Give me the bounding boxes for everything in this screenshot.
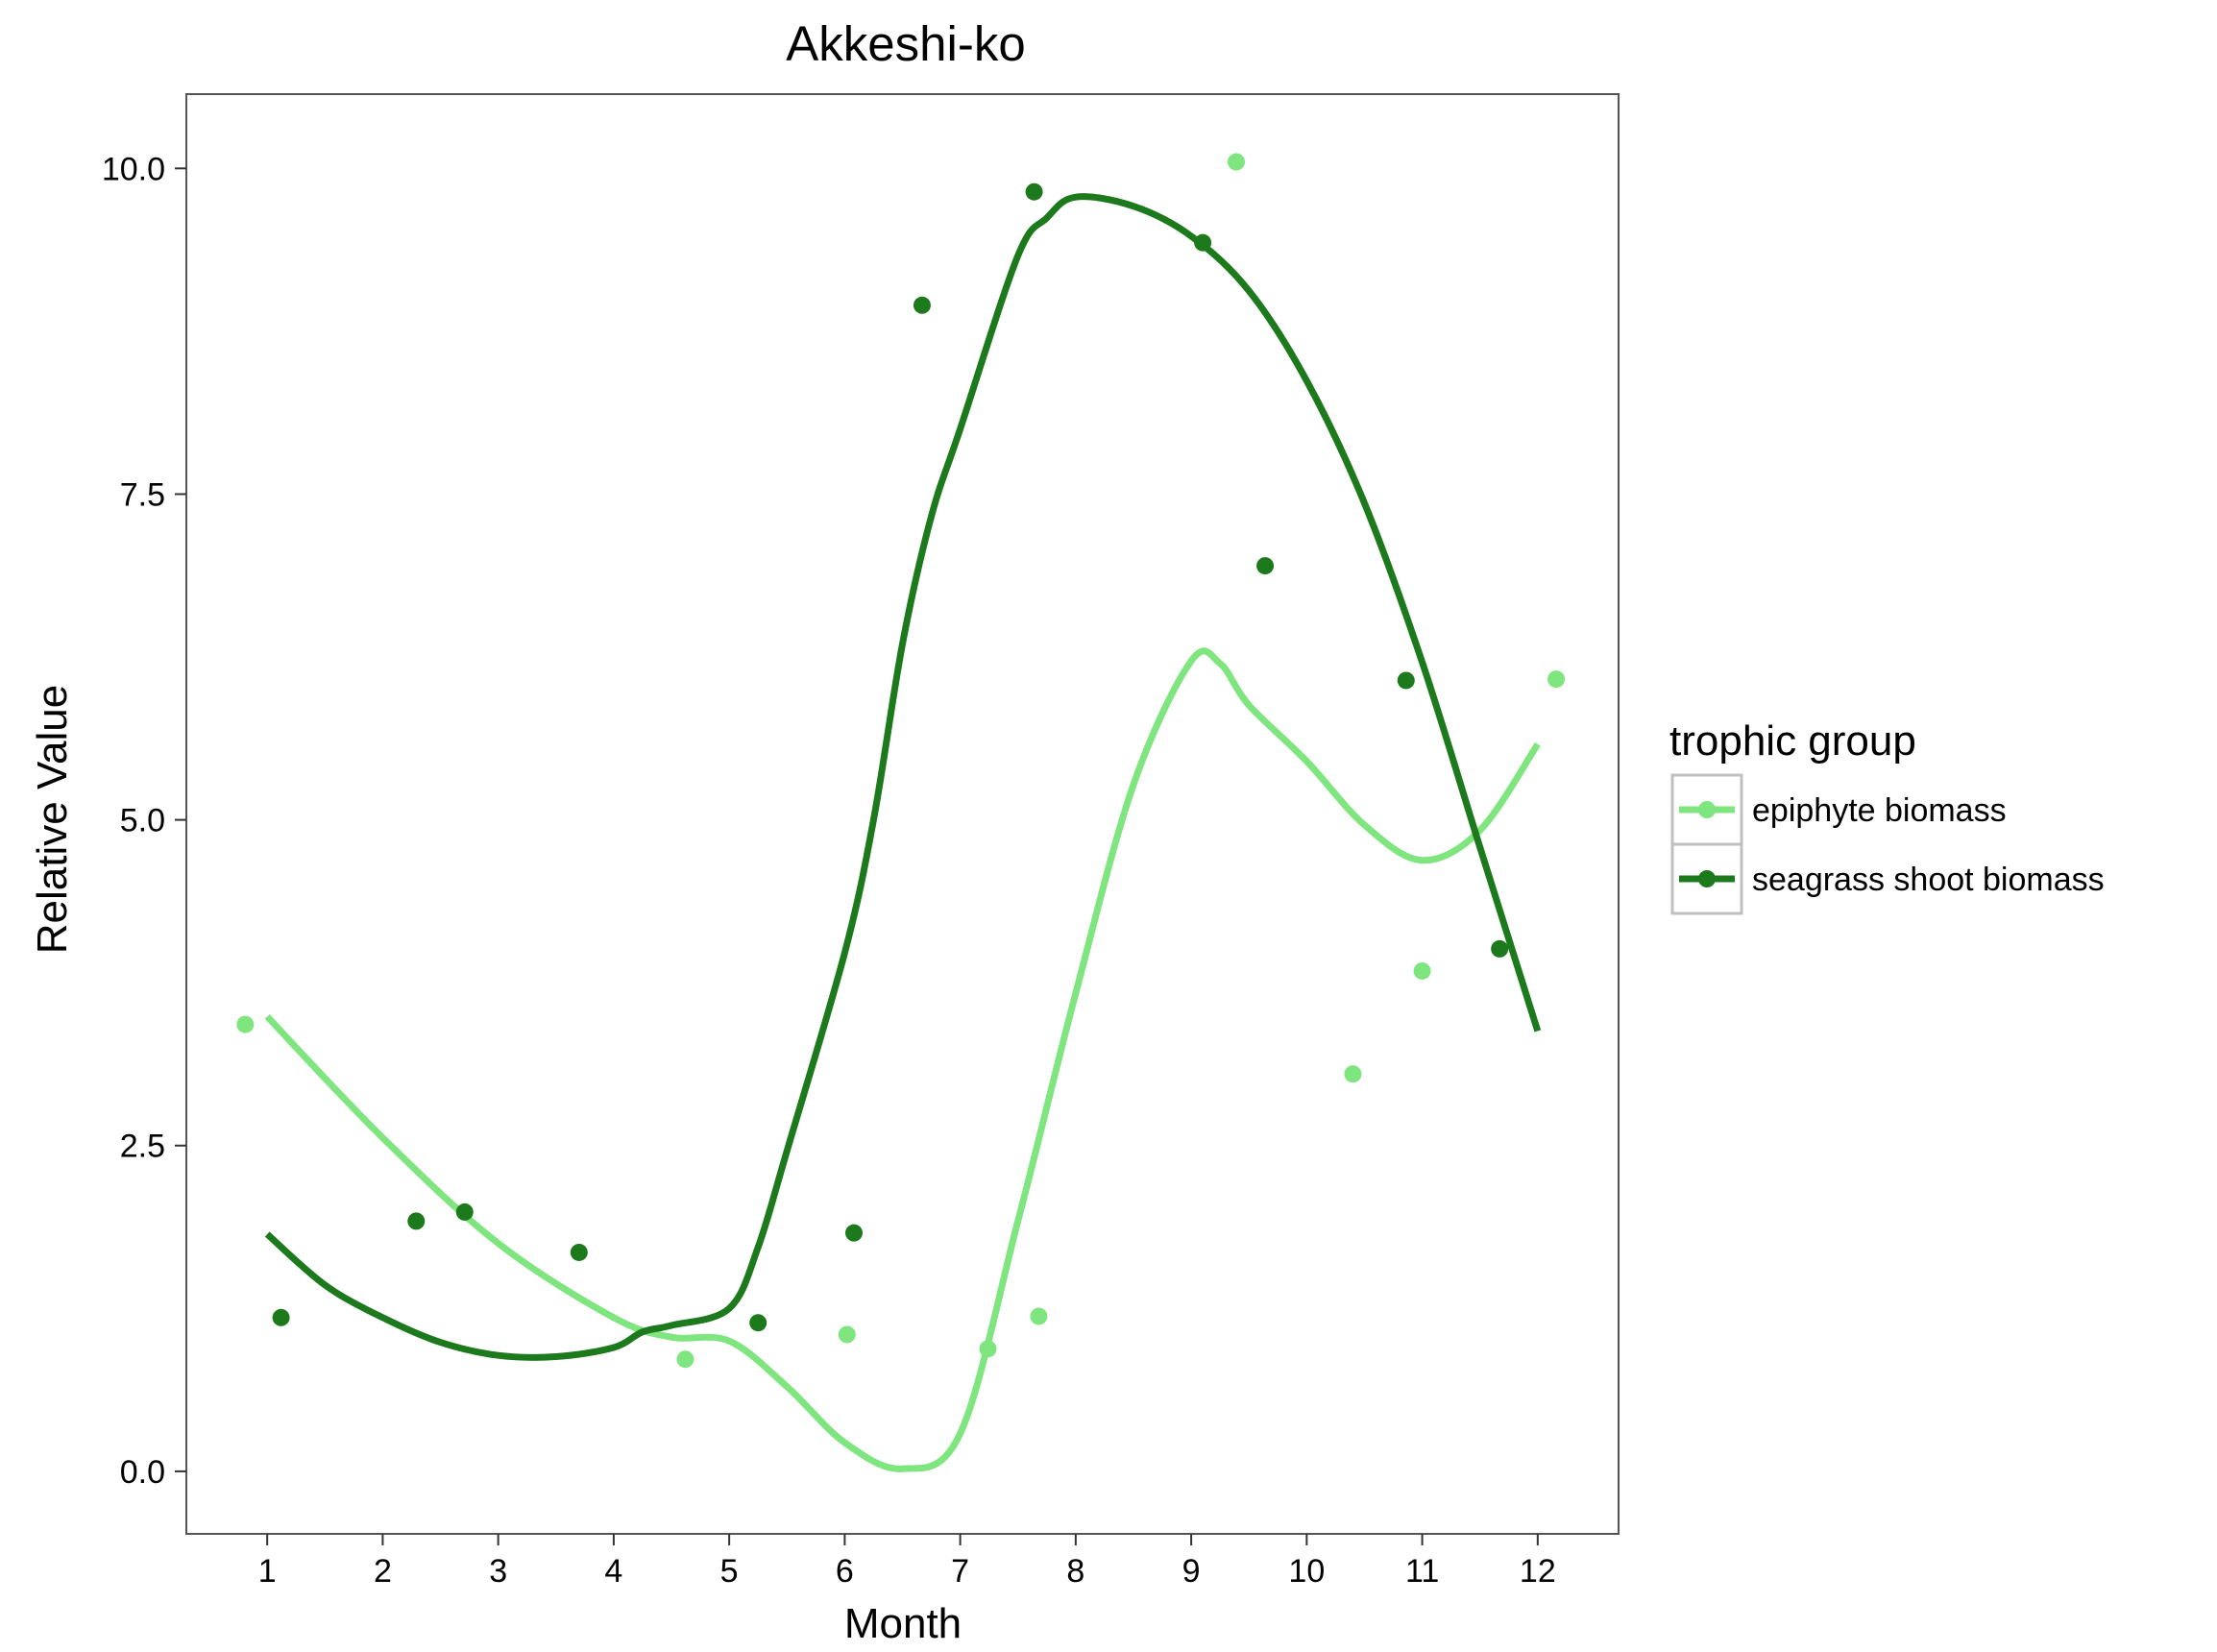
legend-key-point [1698,870,1716,887]
x-tick-label: 9 [1182,1553,1201,1590]
smooth-line [264,193,1542,1361]
data-point [236,1015,255,1033]
data-point [570,1243,588,1261]
data-point [1413,961,1431,980]
x-tick-label: 3 [489,1553,507,1590]
data-point [749,1314,767,1332]
data-point [1025,182,1043,201]
x-axis-title: Month [844,1600,962,1647]
legend-key-point [1698,801,1716,818]
data-point [838,1325,856,1344]
data-point [1227,153,1245,171]
data-point [1344,1065,1362,1083]
data-point [913,296,931,314]
data-point [1397,671,1415,690]
data-point [1491,939,1509,958]
x-axis: 1 2 3 4 5 6 7 8 9 10 11 12 [258,1534,1556,1590]
series-seagrass-shoot-biomass [264,182,1542,1361]
x-tick-label: 6 [836,1553,854,1590]
data-point [1547,670,1566,689]
y-tick-label: 7.5 [120,476,165,513]
data-point [1194,233,1212,252]
y-tick-label: 2.5 [120,1129,165,1165]
legend-title: trophic group [1669,717,1916,765]
x-tick-label: 5 [720,1553,739,1590]
smooth-line [264,647,1541,1472]
x-tick-label: 12 [1520,1553,1556,1590]
y-tick-label: 5.0 [120,803,165,839]
data-point [1030,1307,1048,1325]
data-point [676,1350,694,1369]
series-epiphyte-biomass [236,153,1566,1472]
legend: trophic group epiphyte biomass seagrass s… [1669,717,2105,915]
data-point [979,1340,997,1358]
data-point [1256,557,1275,575]
x-tick-label: 8 [1066,1553,1084,1590]
x-tick-label: 11 [1405,1553,1439,1590]
legend-items: epiphyte biomass seagrass shoot biomass [1670,773,2105,915]
data-point [407,1212,426,1230]
legend-entry-label: seagrass shoot biomass [1752,862,2105,898]
chart-title: Akkeshi-ko [786,16,1025,71]
y-axis-title: Relative Value [29,685,76,954]
legend-entry-label: epiphyte biomass [1752,792,2007,829]
x-tick-label: 4 [604,1553,622,1590]
data-point [272,1308,290,1326]
plot-panel [185,93,1620,1535]
y-tick-label: 10.0 [102,151,165,187]
x-tick-label: 7 [951,1553,969,1590]
y-axis: 0.0 2.5 5.0 7.5 10.0 [102,151,186,1491]
x-tick-label: 2 [374,1553,392,1590]
series-layer [236,153,1566,1472]
x-tick-label: 10 [1288,1553,1325,1590]
data-point [455,1203,474,1221]
x-tick-label: 1 [258,1553,277,1590]
data-point [844,1224,863,1242]
y-tick-label: 0.0 [120,1454,165,1491]
